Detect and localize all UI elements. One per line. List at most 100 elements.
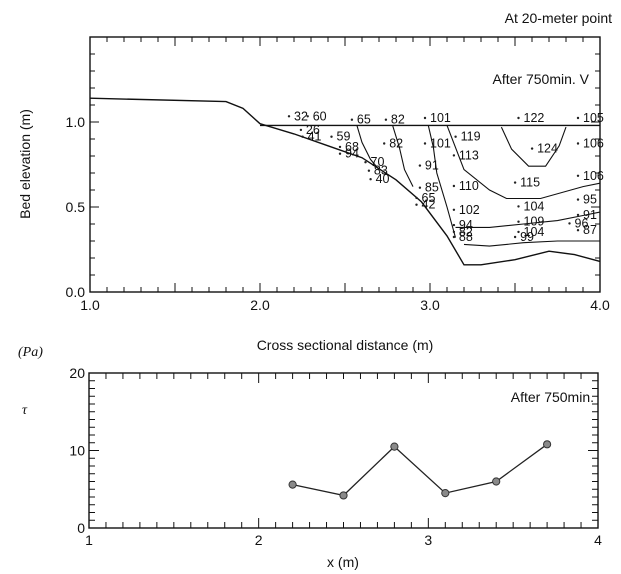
- contour-value-label: 41: [308, 130, 322, 144]
- bed-profile-line: [89, 97, 601, 266]
- measurement-point: [454, 135, 457, 138]
- contour-value-label: 83: [374, 164, 388, 178]
- measurement-point: [517, 116, 520, 120]
- contour-value-label: 101: [430, 137, 451, 151]
- unit-label: (Pa): [18, 345, 43, 360]
- top-tick-layer: 1.0 2.0 3.0 4.0 0.0 0.5 1.0: [66, 36, 610, 313]
- bottom-annotation: After 750min.: [511, 389, 594, 405]
- contour-value-label: 113: [459, 148, 479, 162]
- shear-stress-point: [288, 480, 297, 489]
- contour-value-label: 42: [422, 198, 436, 212]
- bottom-tick-layer: 1 2 3 4 0 10 20: [69, 365, 602, 548]
- measurement-point: [576, 142, 580, 145]
- contour-value-label: 91: [583, 208, 597, 222]
- contour-value-label: 122: [524, 111, 545, 125]
- contour-value-label: 70: [371, 155, 385, 169]
- contour-value-label: 101: [430, 111, 451, 125]
- measurement-point: [418, 186, 422, 189]
- measurement-point: [423, 116, 427, 120]
- measurement-point: [415, 203, 418, 206]
- velocity-contour-124: [500, 126, 567, 167]
- contour-value-label: 104: [524, 199, 545, 213]
- contour-value-label: 119: [461, 130, 481, 144]
- shear-stress-point: [339, 491, 348, 500]
- contour-value-label: 65: [357, 113, 371, 127]
- y-tick-label: 0.0: [66, 284, 86, 300]
- measurement-point: [364, 161, 367, 164]
- measurement-point: [423, 142, 427, 145]
- measurement-point: [452, 223, 456, 227]
- contour-value-label: 82: [391, 113, 405, 127]
- measurement-point: [369, 178, 372, 181]
- bottom-x-axis-title: x (m): [327, 554, 359, 570]
- measurement-point: [517, 220, 520, 223]
- contour-value-label: 115: [520, 176, 540, 190]
- measurement-point: [338, 152, 342, 155]
- measurement-point: [530, 147, 534, 150]
- x-tick-label: 4: [594, 532, 602, 548]
- shear-stress-line: [292, 443, 548, 497]
- measurement-point: [367, 169, 371, 172]
- velocity-contour-110: [446, 125, 601, 200]
- measurement-point: [415, 196, 418, 200]
- measurement-point: [418, 164, 422, 167]
- measurement-point: [517, 205, 520, 208]
- velocity-contour-65: [356, 125, 380, 170]
- contour-value-label: 94: [459, 218, 473, 232]
- measurement-point: [287, 115, 291, 118]
- velocity-contour-87: [463, 240, 600, 247]
- y-tick-label: 20: [69, 365, 85, 381]
- shear-stress-point: [441, 489, 450, 498]
- bed-profile-layer: [89, 97, 601, 266]
- contour-value-label: 82: [459, 225, 473, 239]
- measurement-point: [576, 174, 580, 177]
- tau-axis-label: τ: [22, 403, 28, 418]
- contour-value-label: 59: [337, 130, 351, 144]
- measurement-point: [330, 135, 333, 138]
- measurement-point: [452, 154, 456, 157]
- contour-value-label: 106: [583, 137, 604, 151]
- top-annotation: After 750min. V: [493, 71, 590, 87]
- measurement-point: [452, 208, 456, 211]
- measurement-point: [513, 181, 517, 184]
- y-tick-label: 0: [77, 520, 85, 536]
- contour-value-label: 91: [425, 159, 439, 173]
- contour-value-label: 87: [583, 223, 597, 237]
- contour-value-label: 102: [459, 203, 480, 217]
- shear-stress-point: [543, 440, 552, 449]
- shear-stress-point: [390, 442, 399, 451]
- contour-value-label: 65: [422, 191, 436, 205]
- measurement-point: [576, 229, 580, 232]
- contour-value-label: 110: [459, 179, 479, 193]
- x-tick-label: 3.0: [420, 297, 440, 313]
- contour-value-label: 68: [345, 140, 359, 154]
- x-tick-label: 2.0: [250, 297, 270, 313]
- contour-value-label: 94: [345, 147, 359, 161]
- chart-title: At 20-meter point: [505, 10, 612, 26]
- measurement-point: [513, 235, 517, 239]
- contour-value-label: 95: [583, 193, 597, 207]
- measurement-point: [299, 128, 303, 132]
- contour-value-label: 109: [524, 215, 545, 229]
- measurement-point: [517, 230, 520, 234]
- measurement-point: [452, 235, 456, 239]
- shear-stress-chart: (Pa) τ 1 2 3 4 0 10 20 After 750min. x (m): [18, 345, 602, 570]
- velocity-contour-101: [427, 125, 457, 238]
- contour-value-label: 60: [313, 109, 327, 123]
- contour-value-label: 106: [583, 169, 604, 183]
- velocity-contour-82: [392, 125, 414, 187]
- measurement-point: [383, 142, 386, 145]
- measurement-point: [301, 135, 304, 138]
- shear-stress-point: [492, 477, 501, 486]
- measurement-point: [452, 230, 456, 234]
- contour-value-label: 82: [389, 137, 403, 151]
- measurement-point: [568, 222, 571, 225]
- contour-value-label: 32: [294, 109, 308, 123]
- contour-value-label: 99: [520, 230, 534, 244]
- y-tick-label: 1.0: [66, 114, 86, 130]
- contour-value-label: 88: [459, 230, 473, 244]
- contour-value-label: 96: [575, 216, 589, 230]
- x-tick-label: 1: [85, 532, 93, 548]
- y-tick-label: 10: [69, 443, 85, 459]
